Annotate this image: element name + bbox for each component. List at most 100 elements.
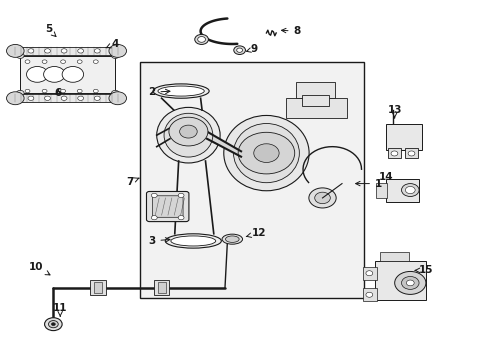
Bar <box>295 82 334 98</box>
Circle shape <box>16 90 24 96</box>
Text: 5: 5 <box>45 24 56 36</box>
Circle shape <box>314 192 330 204</box>
Circle shape <box>77 60 82 63</box>
Text: 2: 2 <box>148 87 170 97</box>
Circle shape <box>62 67 83 82</box>
Circle shape <box>405 186 414 194</box>
Circle shape <box>406 280 413 286</box>
Circle shape <box>365 271 372 276</box>
Text: 9: 9 <box>246 44 257 54</box>
Text: 12: 12 <box>246 228 266 238</box>
Circle shape <box>236 48 242 52</box>
Circle shape <box>26 67 48 82</box>
Circle shape <box>28 49 34 53</box>
Ellipse shape <box>170 236 215 246</box>
Circle shape <box>151 216 157 220</box>
Circle shape <box>42 60 47 63</box>
Bar <box>387 148 400 158</box>
Bar <box>379 252 408 261</box>
Text: 4: 4 <box>106 39 119 49</box>
Circle shape <box>390 151 397 156</box>
Bar <box>405 148 417 158</box>
Circle shape <box>94 96 100 100</box>
Text: 11: 11 <box>53 303 67 316</box>
Circle shape <box>365 292 372 297</box>
Circle shape <box>51 323 55 325</box>
Bar <box>362 288 376 301</box>
Circle shape <box>401 184 418 197</box>
Circle shape <box>253 144 279 162</box>
Bar <box>15 47 118 55</box>
Bar <box>385 179 418 202</box>
Circle shape <box>78 96 83 100</box>
Text: 10: 10 <box>28 262 50 275</box>
Circle shape <box>151 193 157 198</box>
Circle shape <box>42 89 47 93</box>
Bar <box>15 94 118 102</box>
Circle shape <box>109 44 126 57</box>
Circle shape <box>401 276 418 289</box>
Text: 13: 13 <box>386 105 401 118</box>
Bar <box>90 280 106 296</box>
Bar <box>385 125 422 149</box>
Text: 8: 8 <box>281 26 300 36</box>
FancyBboxPatch shape <box>152 196 183 217</box>
Bar <box>94 282 102 293</box>
Circle shape <box>308 188 335 208</box>
Bar <box>20 55 115 93</box>
Circle shape <box>238 132 294 174</box>
Circle shape <box>25 60 30 63</box>
Circle shape <box>233 46 245 54</box>
Circle shape <box>78 49 83 53</box>
Ellipse shape <box>222 234 242 244</box>
Circle shape <box>111 53 119 58</box>
Circle shape <box>93 60 98 63</box>
Ellipse shape <box>233 123 299 183</box>
Circle shape <box>61 89 65 93</box>
Ellipse shape <box>157 107 220 163</box>
Text: 15: 15 <box>414 265 432 275</box>
Circle shape <box>93 89 98 93</box>
Bar <box>362 267 376 280</box>
Circle shape <box>44 318 62 330</box>
Circle shape <box>394 271 425 294</box>
Ellipse shape <box>225 236 239 242</box>
Circle shape <box>178 193 183 198</box>
Circle shape <box>194 35 208 44</box>
Circle shape <box>77 89 82 93</box>
Circle shape <box>61 96 67 100</box>
Circle shape <box>25 89 30 93</box>
Circle shape <box>44 96 50 100</box>
Circle shape <box>168 117 207 146</box>
Ellipse shape <box>163 113 212 157</box>
Circle shape <box>61 49 67 53</box>
Bar <box>374 261 426 300</box>
Circle shape <box>197 37 205 42</box>
Circle shape <box>94 49 100 53</box>
Circle shape <box>16 53 24 58</box>
Circle shape <box>28 96 34 100</box>
Circle shape <box>6 92 24 105</box>
Circle shape <box>109 92 126 105</box>
Ellipse shape <box>224 116 308 191</box>
Bar <box>140 62 363 298</box>
Circle shape <box>111 90 119 96</box>
Ellipse shape <box>153 84 209 98</box>
Ellipse shape <box>165 234 221 248</box>
Bar <box>158 282 165 293</box>
Circle shape <box>48 320 58 328</box>
Circle shape <box>178 216 183 220</box>
Bar <box>285 98 346 118</box>
Circle shape <box>407 151 414 156</box>
Circle shape <box>61 60 65 63</box>
Text: 3: 3 <box>148 236 170 246</box>
Circle shape <box>6 44 24 57</box>
FancyBboxPatch shape <box>146 192 188 222</box>
Circle shape <box>43 67 65 82</box>
Bar <box>375 183 386 198</box>
Ellipse shape <box>158 86 204 96</box>
Bar <box>302 95 328 106</box>
Bar <box>154 280 169 296</box>
Text: 14: 14 <box>378 172 392 182</box>
Text: 7: 7 <box>126 177 139 187</box>
